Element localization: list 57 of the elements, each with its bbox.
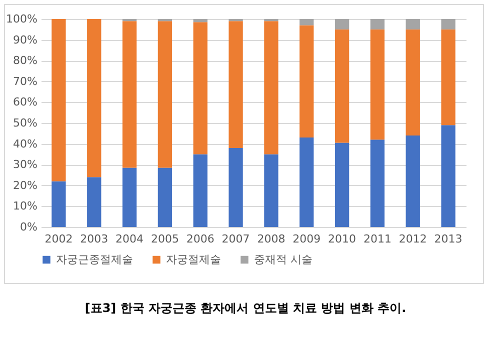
y-tick-label: 80% (13, 54, 38, 68)
y-tick-label: 40% (13, 137, 38, 150)
x-tick-label: 2012 (398, 232, 427, 246)
bar (52, 181, 66, 227)
bar (300, 25, 314, 138)
bar (334, 29, 350, 143)
bar (264, 21, 278, 154)
bar (406, 135, 420, 227)
x-tick-label: 2011 (363, 232, 392, 246)
x-tick-label: 2005 (150, 232, 179, 246)
bar (441, 29, 456, 126)
bar (300, 19, 314, 26)
bar (122, 21, 137, 168)
bar (334, 19, 350, 30)
legend-label: 자궁근종절제술 (56, 252, 133, 266)
bar (370, 29, 385, 140)
x-tick-label: 2006 (186, 232, 214, 246)
y-tick-label: 30% (13, 158, 38, 172)
bar (122, 168, 137, 227)
bar (228, 21, 243, 148)
bar (87, 177, 102, 227)
x-tick-label: 2010 (328, 232, 356, 246)
bar (87, 19, 102, 178)
y-tick-label: 50% (13, 116, 38, 130)
bar (441, 125, 456, 227)
bar (441, 19, 456, 30)
text: [표3] 한국 자궁근종 환자에서 연도별 치료 방법 변화 추이. (84, 300, 408, 317)
bar (193, 22, 208, 154)
bar (334, 142, 350, 227)
y-tick-label: 60% (13, 96, 38, 109)
bar (193, 154, 208, 227)
y-tick-label: 70% (13, 74, 38, 88)
y-tick-label: 100% (6, 12, 38, 26)
bar (193, 19, 208, 22)
x-tick-label: 2007 (222, 232, 250, 246)
bar (52, 19, 66, 182)
bar (300, 138, 314, 227)
bar (264, 154, 278, 227)
bar (370, 19, 385, 30)
x-tick-label: 2009 (292, 232, 321, 246)
x-tick-label: 2003 (80, 232, 108, 246)
x-tick-label: 2013 (434, 232, 462, 246)
x-tick-label: 2004 (116, 232, 144, 246)
legend-label: 자궁절제술 (166, 252, 221, 266)
y-tick-label: 90% (13, 33, 38, 46)
y-tick-label: 20% (13, 178, 38, 192)
legend-label: 중재적 시술 (254, 252, 312, 266)
bar (158, 21, 172, 168)
x-tick-label: 2002 (44, 232, 73, 246)
y-tick-label: 0% (20, 220, 38, 234)
bar (406, 19, 420, 30)
x-tick-label: 2008 (257, 232, 286, 246)
bar (158, 168, 172, 227)
bar (228, 148, 243, 227)
bar (370, 140, 385, 227)
y-tick-label: 10% (13, 200, 38, 213)
bar (406, 29, 420, 136)
